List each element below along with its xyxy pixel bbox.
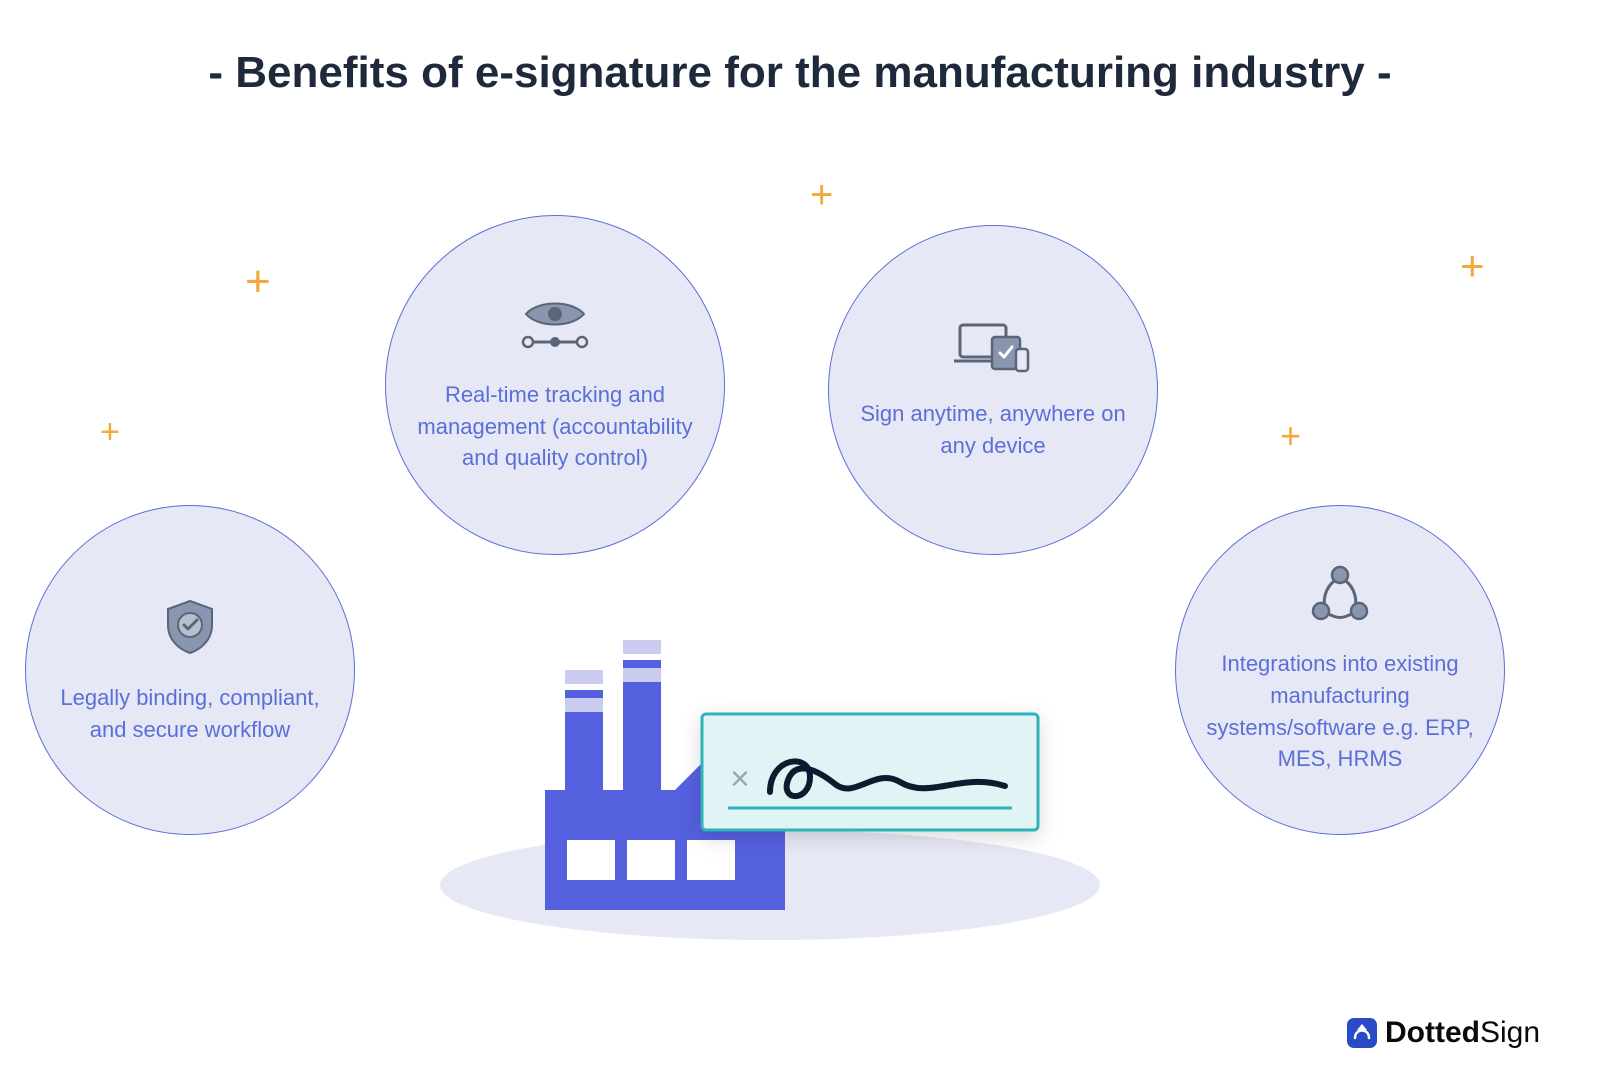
benefit-label: Integrations into existing manufacturing… [1206,648,1474,776]
benefit-circle-tracking: Real-time tracking and management (accou… [385,215,725,555]
benefit-label: Sign anytime, anywhere on any device [859,398,1127,462]
plus-decoration: + [1280,418,1301,454]
logo-icon [1345,1016,1379,1050]
plus-decoration: + [245,260,271,304]
benefit-circle-anywhere: Sign anytime, anywhere on any device [828,225,1158,555]
benefit-label: Legally binding, compliant, and secure w… [56,682,324,746]
page-title: - Benefits of e-signature for the manufa… [0,48,1600,98]
brand-logo: DottedSign [1345,1016,1540,1050]
benefit-label: Real-time tracking and management (accou… [416,379,694,475]
benefit-circle-legally-binding: Legally binding, compliant, and secure w… [25,505,355,835]
plus-decoration: + [810,175,833,215]
plus-decoration: + [1460,245,1485,287]
benefit-circle-integrations: Integrations into existing manufacturing… [1175,505,1505,835]
shield-check-icon [158,595,222,664]
logo-text: DottedSign [1385,1016,1540,1050]
eye-track-icon [516,296,594,361]
share-nodes-icon [1307,565,1373,630]
devices-icon [954,319,1032,380]
signature-box: × [700,712,1040,832]
svg-text:×: × [730,760,750,798]
plus-decoration: + [100,415,120,449]
